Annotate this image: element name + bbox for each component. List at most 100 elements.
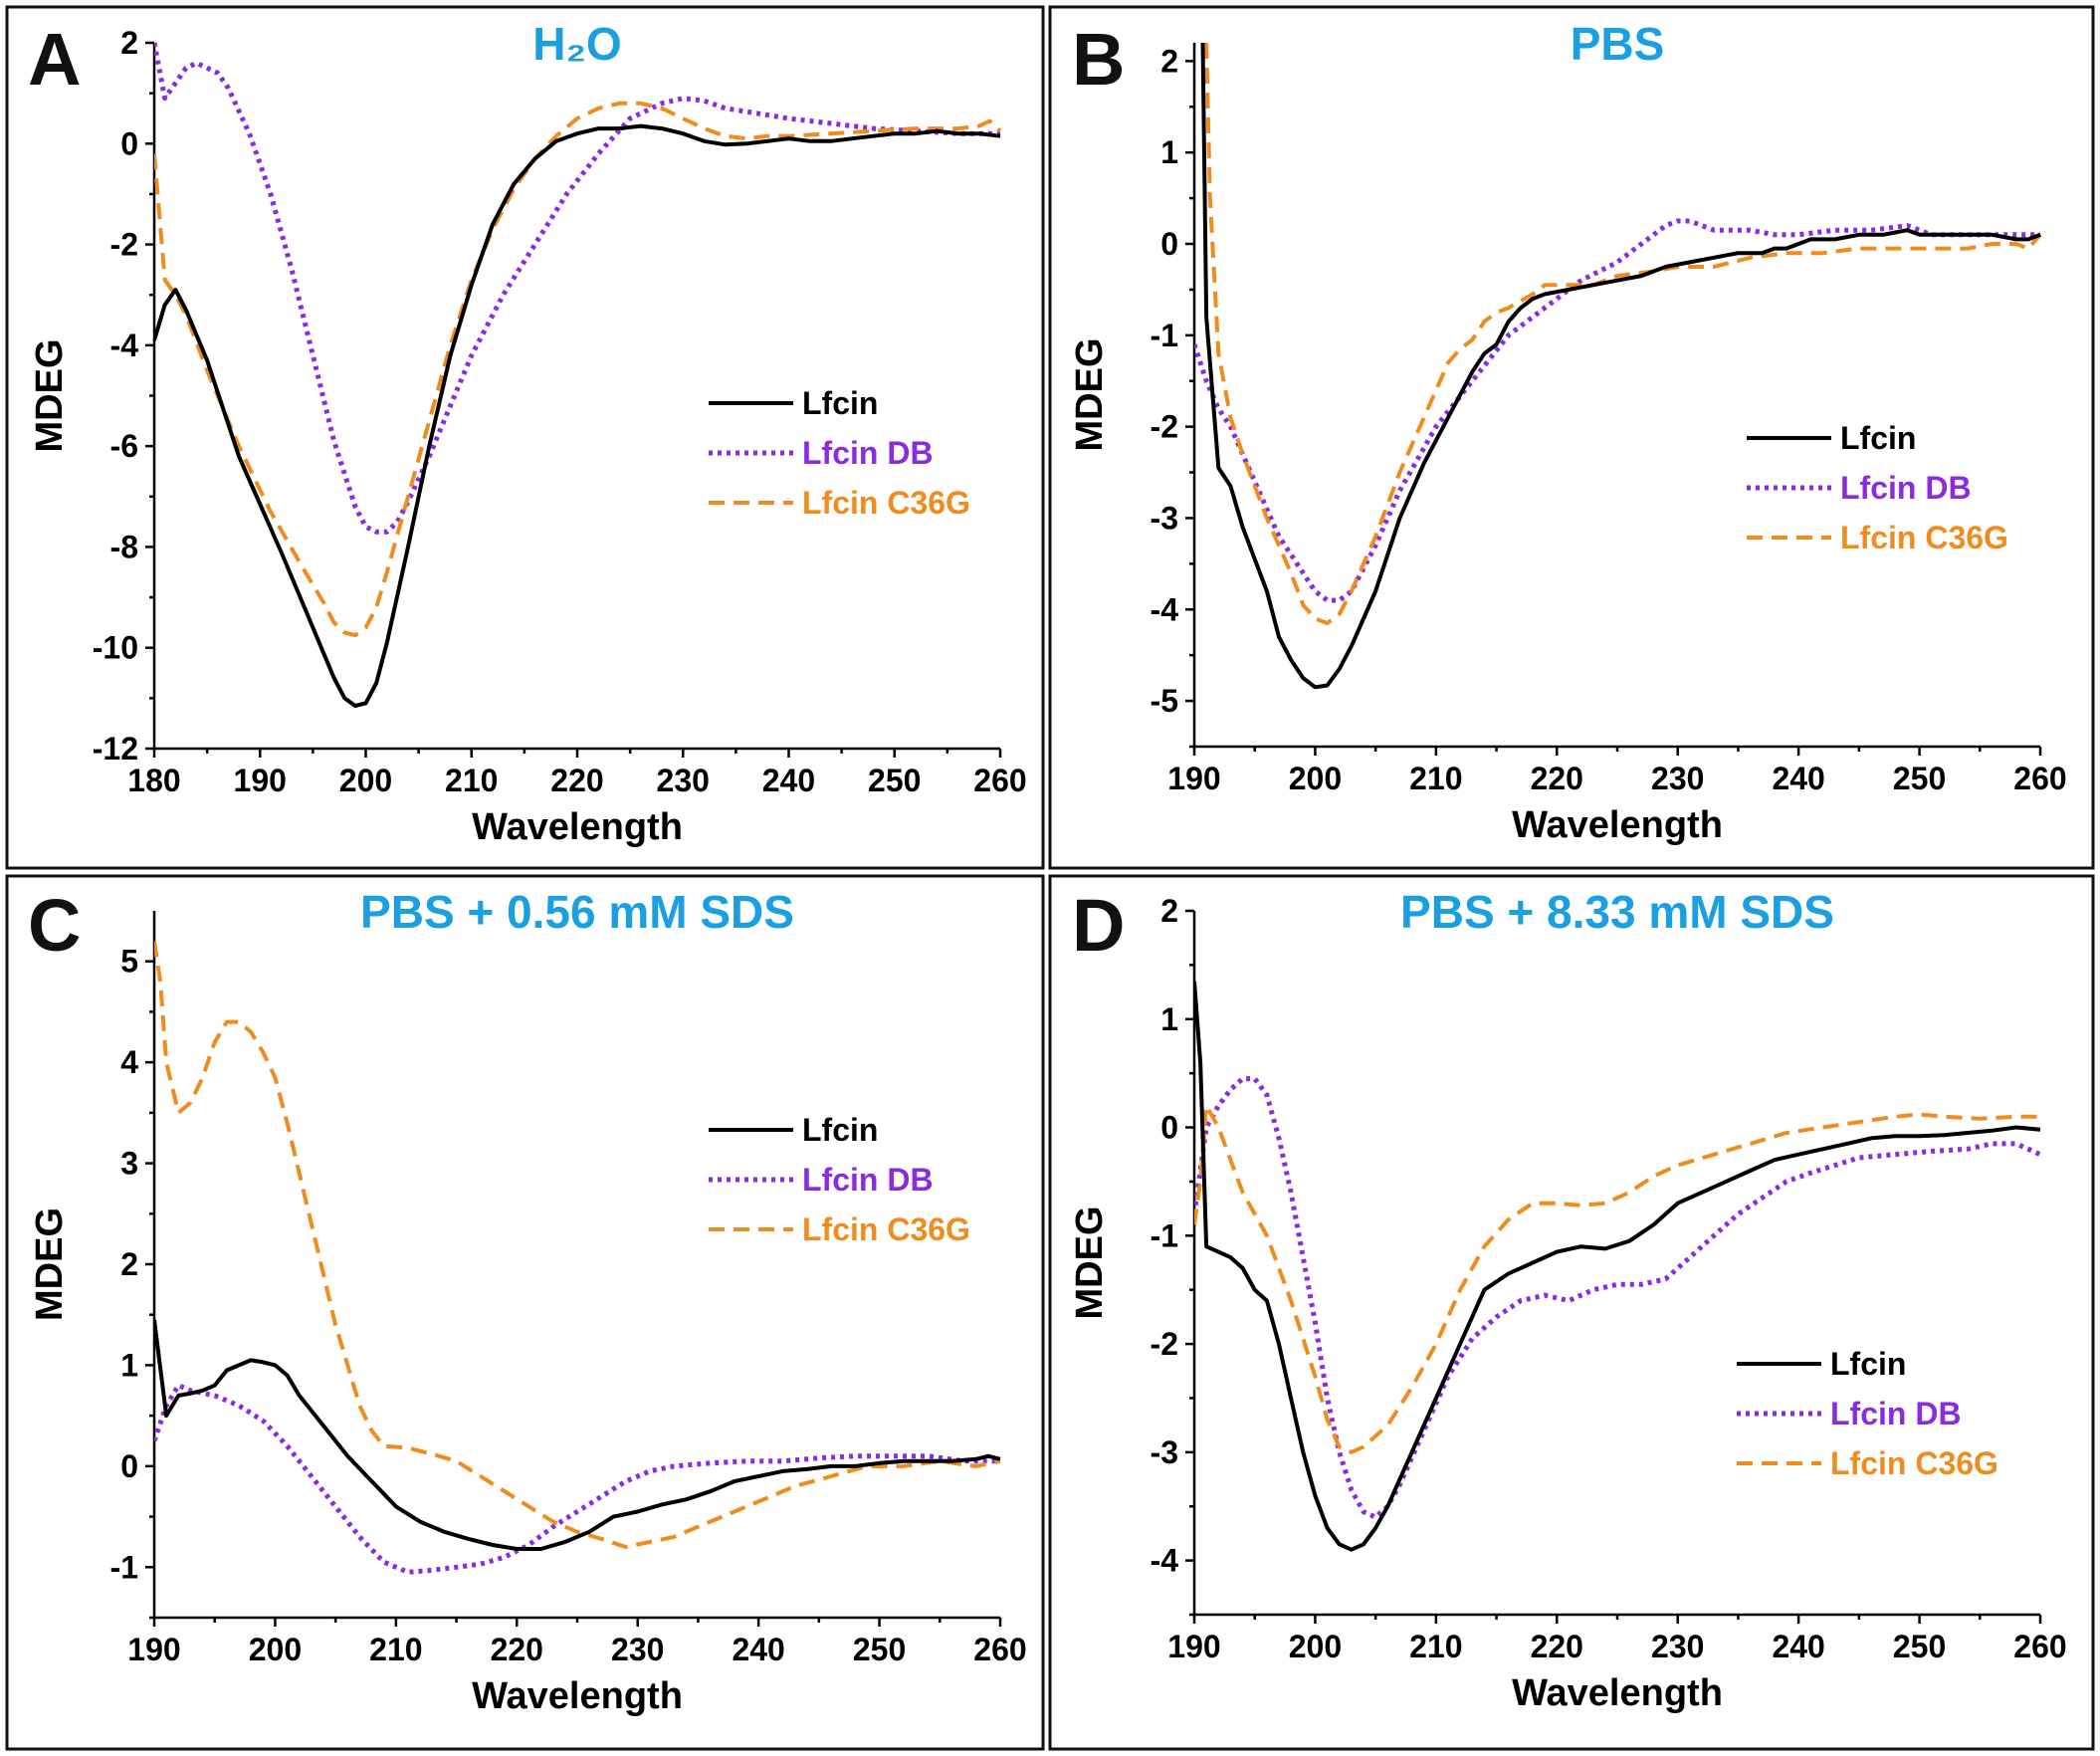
- y-tick-label: -5: [1151, 683, 1178, 719]
- panel-letter: A: [28, 18, 81, 101]
- series-line-lfcin-c36g: [1204, 42, 2042, 625]
- panel-border: [5, 5, 1045, 870]
- legend-label: Lfcin C36G: [802, 1211, 970, 1247]
- x-tick-label: 210: [369, 1632, 422, 1667]
- y-tick-label: 1: [1160, 134, 1178, 170]
- legend: Lfcin Lfcin DB Lfcin C36G: [1737, 1346, 1998, 1481]
- y-tick-label: 4: [120, 1044, 138, 1080]
- x-tick-label: 240: [1772, 1629, 1824, 1664]
- legend-label: Lfcin: [802, 1112, 878, 1148]
- series-line-lfcin: [154, 123, 1001, 708]
- x-tick-label: 250: [853, 1632, 906, 1667]
- x-tick-label: 230: [611, 1632, 664, 1667]
- y-axis-title: MDEG: [29, 1207, 71, 1321]
- y-tick-label: 2: [120, 25, 138, 61]
- x-tick-label: 220: [491, 1632, 543, 1667]
- y-tick-label: -4: [1151, 591, 1179, 627]
- x-tick-label: 240: [762, 763, 815, 798]
- series-line-lfcin-db: [154, 1383, 1000, 1575]
- series-line-lfcin-db: [154, 42, 1000, 535]
- panel-d: 190 200 210 220 230 240 250 260210-1-2-3-4Wavel…: [1048, 874, 2095, 1751]
- y-tick-label: -12: [93, 731, 138, 767]
- y-tick-label: 0: [1160, 226, 1178, 262]
- series-line-lfcin: [1200, 42, 2041, 690]
- legend: Lfcin Lfcin DB Lfcin C36G: [709, 385, 970, 521]
- x-tick-label: 210: [1409, 761, 1462, 796]
- x-tick-label: 210: [445, 763, 498, 798]
- legend-label: Lfcin DB: [1840, 470, 1972, 506]
- y-tick-label: -10: [93, 630, 138, 666]
- y-tick-label: -2: [1151, 409, 1178, 445]
- series-line-lfcin: [154, 1319, 1001, 1551]
- y-tick-label: 1: [1160, 1001, 1178, 1037]
- y-tick-label: 0: [1160, 1110, 1178, 1146]
- x-tick-label: 240: [732, 1632, 784, 1667]
- x-axis-title: Wavelength: [1512, 804, 1723, 846]
- x-tick-label: 190: [1167, 1629, 1220, 1664]
- legend-label: Lfcin DB: [802, 1162, 934, 1198]
- x-tick-label: 260: [2013, 761, 2066, 796]
- series-line-lfcin-db: [1194, 1076, 2042, 1520]
- x-tick-label: 230: [657, 763, 710, 798]
- series-line-lfcin-c36g: [154, 101, 1002, 638]
- x-tick-label: 200: [1289, 761, 1342, 796]
- panel-title: H₂O: [532, 18, 621, 70]
- panel-border: [1048, 874, 2095, 1751]
- y-tick-label: -3: [1151, 500, 1178, 536]
- panel-title: PBS + 0.56 mM SDS: [360, 886, 794, 938]
- y-tick-label: 2: [1160, 43, 1178, 79]
- y-tick-label: -4: [110, 328, 139, 363]
- legend-label: Lfcin: [802, 385, 878, 421]
- panel-title: PBS: [1571, 18, 1665, 70]
- y-tick-label: 2: [1160, 893, 1178, 929]
- x-tick-label: 230: [1651, 761, 1704, 796]
- x-axis-title: Wavelength: [1512, 1672, 1723, 1714]
- y-tick-label: -8: [110, 529, 138, 564]
- y-tick-label: -1: [110, 1549, 138, 1585]
- series-line-lfcin-c36g: [1194, 1103, 2040, 1454]
- x-tick-label: 250: [1893, 1629, 1946, 1664]
- y-tick-label: -2: [1151, 1326, 1178, 1362]
- legend-label: Lfcin: [1830, 1346, 1906, 1382]
- y-tick-label: 2: [120, 1246, 138, 1282]
- x-tick-label: 250: [868, 763, 921, 798]
- x-tick-label: 190: [127, 1632, 180, 1667]
- x-axis-title: Wavelength: [472, 806, 683, 848]
- y-tick-label: -1: [1151, 1217, 1178, 1253]
- y-tick-label: 0: [120, 1448, 138, 1484]
- x-tick-label: 220: [1531, 761, 1583, 796]
- y-tick-label: -6: [110, 428, 138, 464]
- x-axis-title: Wavelength: [472, 1675, 683, 1717]
- legend-label: Lfcin DB: [802, 435, 934, 471]
- legend-label: Lfcin C36G: [802, 485, 970, 521]
- x-tick-label: 260: [2013, 1629, 2066, 1664]
- y-axis-title: MDEG: [29, 339, 71, 453]
- y-tick-label: 5: [120, 944, 138, 980]
- x-tick-label: 200: [249, 1632, 302, 1667]
- panel-letter: D: [1072, 884, 1125, 967]
- x-tick-label: 250: [1893, 761, 1946, 796]
- legend-label: Lfcin C36G: [1830, 1445, 1998, 1481]
- y-axis-title: MDEG: [1069, 1207, 1111, 1320]
- x-tick-label: 230: [1651, 1629, 1704, 1664]
- x-tick-label: 190: [234, 763, 287, 798]
- y-tick-label: -2: [110, 227, 138, 263]
- y-axis-title: MDEG: [1069, 338, 1111, 452]
- x-tick-label: 200: [1289, 1629, 1342, 1664]
- legend-label: Lfcin: [1840, 420, 1916, 456]
- legend-label: Lfcin DB: [1830, 1396, 1962, 1431]
- legend: Lfcin Lfcin DB Lfcin C36G: [709, 1112, 970, 1247]
- legend-label: Lfcin C36G: [1840, 520, 2008, 555]
- x-tick-label: 220: [550, 763, 603, 798]
- x-tick-label: 260: [973, 763, 1026, 798]
- x-tick-label: 190: [1167, 761, 1220, 796]
- x-tick-label: 260: [973, 1632, 1026, 1667]
- panel-border: [1048, 5, 2095, 870]
- panel-title: PBS + 8.33 mM SDS: [1400, 886, 1834, 938]
- x-tick-label: 200: [339, 763, 392, 798]
- panel-letter: B: [1072, 18, 1125, 101]
- y-tick-label: -1: [1151, 318, 1178, 353]
- x-tick-label: 180: [127, 763, 180, 798]
- panel-b: 190 200 210 220 230 240 250 260210-1-2-3-4-5Wav…: [1048, 5, 2095, 870]
- x-tick-label: 210: [1409, 1629, 1462, 1664]
